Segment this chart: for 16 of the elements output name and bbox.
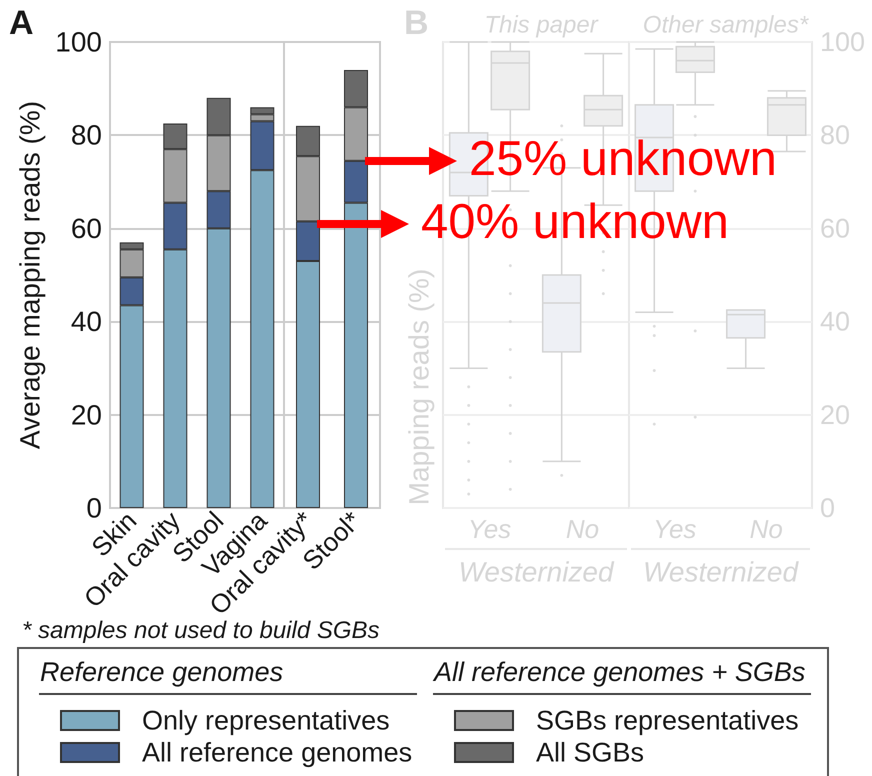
text: All reference genomes + SGBs	[434, 657, 806, 687]
text: * samples not used to build SGBs	[22, 617, 380, 644]
annotation: 25% unknown	[469, 132, 777, 186]
annotation: 40% unknown	[421, 194, 729, 249]
legend-label: All SGBs	[536, 738, 644, 768]
y-tick-label: 20	[70, 399, 102, 430]
y-axis-title: Average mapping reads (%)	[14, 100, 46, 450]
y-tick-label: 40	[70, 306, 102, 338]
y-tick-label: 80	[70, 120, 102, 151]
text: Reference genomes	[40, 657, 284, 687]
legend-label: Only representatives	[142, 706, 390, 736]
y-tick-label: 60	[70, 212, 102, 244]
legend-label: SGBs representatives	[536, 706, 799, 736]
y-tick-label: 100	[55, 26, 102, 58]
legend-label: All reference genomes	[142, 738, 412, 768]
text: A	[9, 4, 34, 42]
